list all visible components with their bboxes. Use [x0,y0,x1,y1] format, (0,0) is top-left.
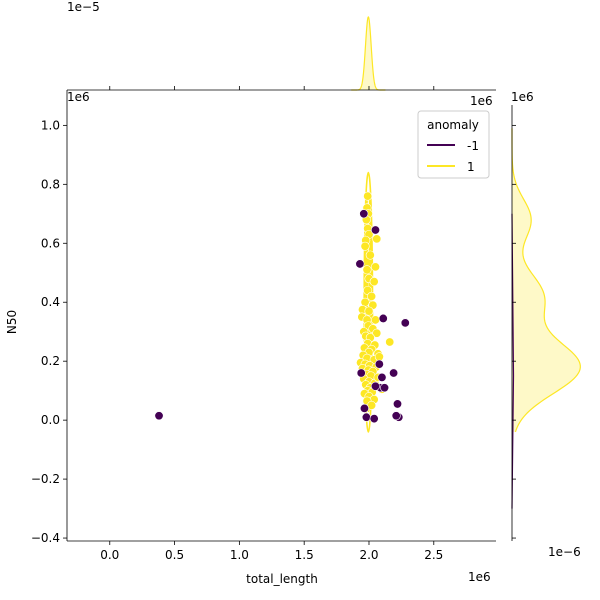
scatter-point-anomaly-pos1 [385,337,395,347]
legend-entry-neg1: -1 [467,139,479,153]
x-tick-label: 1.5 [295,548,314,562]
x-axis-label: total_length [246,572,318,586]
top-marginal-panel [351,16,386,91]
top-marginal-kde-fill [351,17,386,90]
scatter-point-anomaly-pos1 [372,328,382,338]
x-tick-label: 1.0 [230,548,249,562]
right-marginal-bottom-text: 1e−6 [548,545,581,559]
scatter-point-anomaly-pos1 [363,191,373,201]
right-marginal-kde-line-anomaly [511,213,515,509]
right-marginal-kde-fill [512,128,581,432]
scatter-point-anomaly-pos1 [360,241,370,251]
scatter-point-anomaly-neg1 [391,411,401,421]
main-scatter-panel [154,171,410,433]
scatter-point-anomaly-pos1 [367,291,377,301]
y-tick-label: −0.4 [31,531,60,545]
x-tick-label: 2.0 [359,548,378,562]
scatter-point-anomaly-neg1 [392,399,402,409]
scatter-point-anomaly-pos1 [369,277,379,287]
scatter-point-anomaly-neg1 [361,412,371,422]
scatter-point-anomaly-neg1 [370,225,380,235]
right-marginal-offset-text: 1e6 [511,90,534,104]
scatter-point-anomaly-neg1 [389,368,399,378]
scatter-point-anomaly-neg1 [359,403,369,413]
y-offset-text: 1e6 [67,90,90,104]
y-tick-label: −0.2 [31,472,60,486]
scatter-point-anomaly-neg1 [370,381,380,391]
y-tick-label: 0.2 [41,354,60,368]
scatter-point-anomaly-pos1 [364,306,374,316]
legend-entry-pos1: 1 [467,160,475,174]
scatter-point-anomaly-pos1 [370,315,380,325]
scatter-point-anomaly-neg1 [374,359,384,369]
scatter-point-anomaly-neg1 [400,318,410,328]
x-offset-text: 1e6 [468,570,491,584]
scatter-point-anomaly-pos1 [365,250,375,260]
y-tick-label: 0.6 [41,236,60,250]
scatter-point-anomaly-pos1 [362,265,372,275]
y-axis-label: N50 [5,310,19,334]
scatter-point-anomaly-neg1 [377,372,387,382]
scatter-point-anomaly-neg1 [355,259,365,269]
y-tick-label: 0.0 [41,413,60,427]
x-tick-label: 2.5 [424,548,443,562]
top-marginal-right-offset-text: 1e6 [470,94,493,108]
y-tick-label: 1.0 [41,118,60,132]
right-marginal-kde-line [511,128,581,433]
scatter-points-group [154,191,410,424]
legend: anomaly -1 1 [417,110,490,179]
x-tick-label: 0.5 [165,548,184,562]
scatter-point-anomaly-neg1 [380,383,390,393]
axes-group: 0.0 0.5 1.0 1.5 2.0 2.5 −0.4 −0.2 0.0 0.2 0.4 0.6 0.… [31,86,516,562]
scatter-point-anomaly-pos1 [372,234,382,244]
scatter-point-anomaly-neg1 [378,313,388,323]
x-tick-label: 0.0 [100,548,119,562]
y-tick-label: 0.4 [41,295,60,309]
top-marginal-offset-text: 1e−5 [67,0,100,14]
scatter-point-anomaly-neg1 [369,414,379,424]
scatter-point-anomaly-neg1 [359,209,369,219]
scatter-point-anomaly-pos1 [370,262,380,272]
y-tick-label: 0.8 [41,177,60,191]
scatter-point-anomaly-neg1 [356,368,366,378]
scatter-point-anomaly-neg1 [154,411,164,421]
legend-title: anomaly [427,118,479,132]
right-marginal-panel [511,128,581,509]
